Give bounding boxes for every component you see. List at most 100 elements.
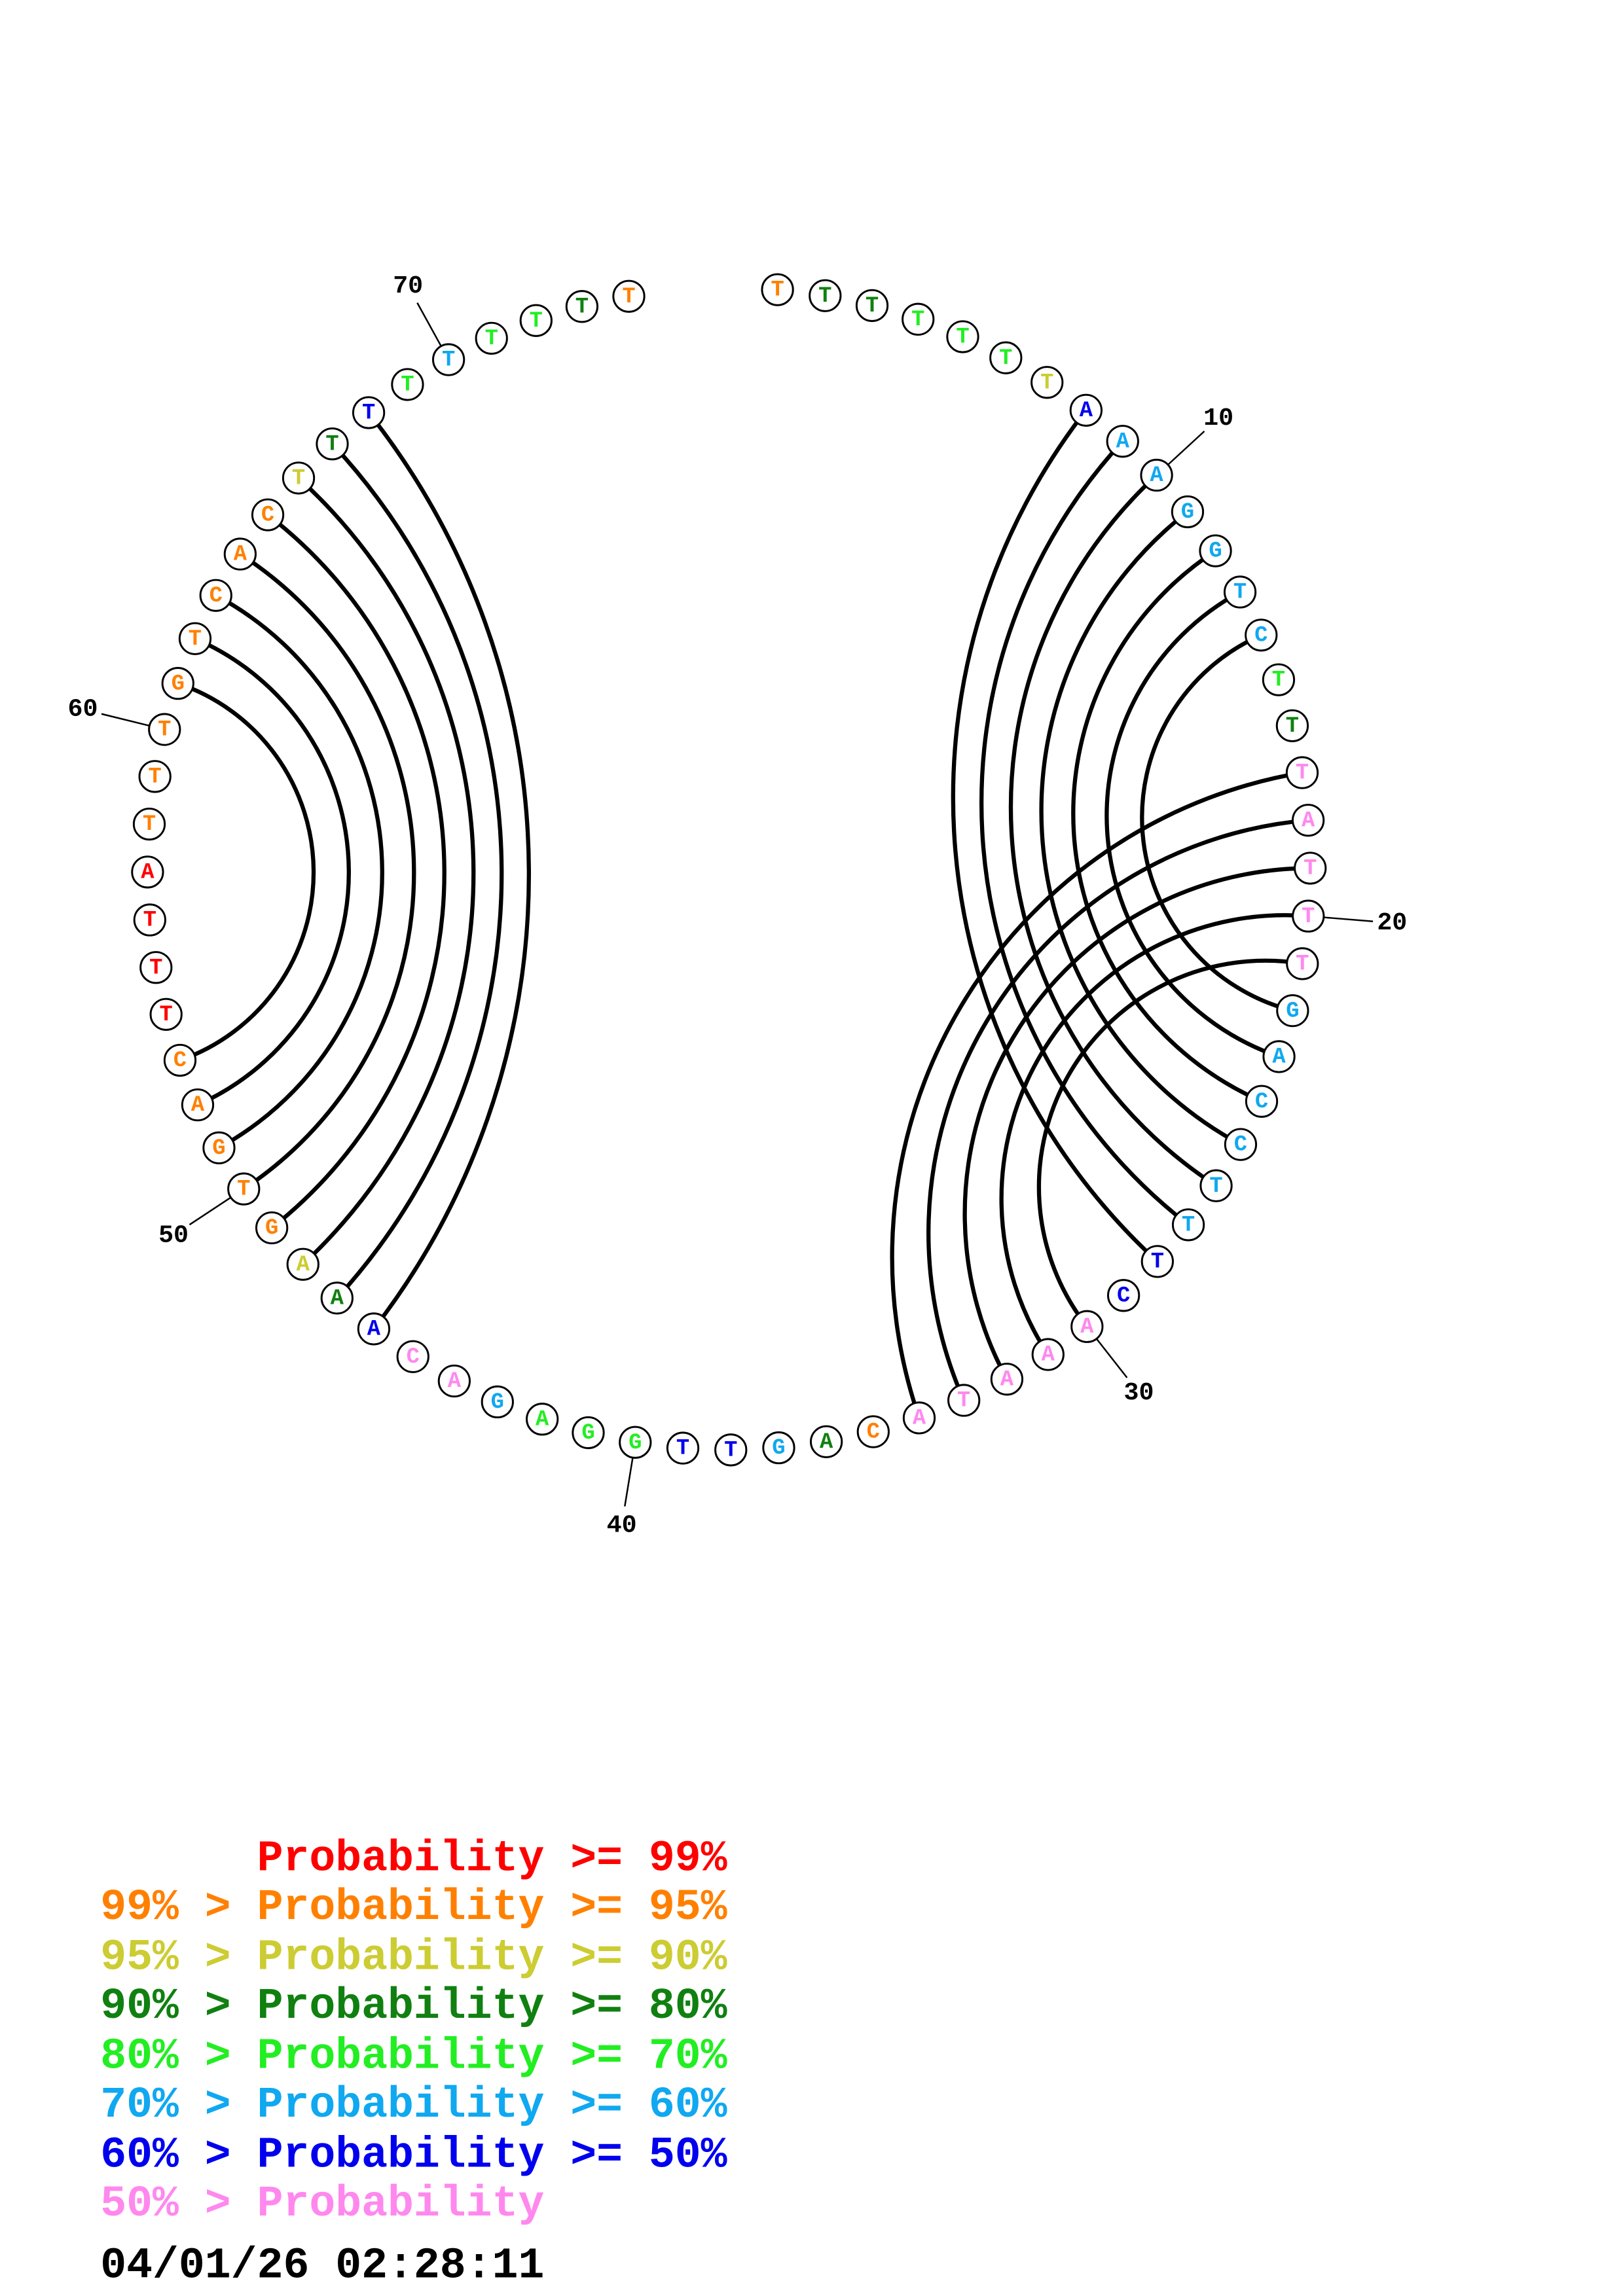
nucleotide-letter: A xyxy=(1116,429,1130,454)
nucleotide-circle xyxy=(1292,899,1325,933)
nucleotide-letter: G xyxy=(172,672,185,696)
tick-line-40 xyxy=(624,1458,634,1507)
nucleotide-55: T xyxy=(139,951,173,984)
nucleotide-letter: G xyxy=(1286,999,1299,1024)
nucleotide-67: T xyxy=(316,427,349,461)
nucleotide-57: A xyxy=(131,855,164,889)
nucleotide-circle xyxy=(1070,1310,1104,1343)
nucleotide-letter: T xyxy=(149,956,162,980)
nucleotide-circle xyxy=(666,1431,700,1465)
nucleotide-46: A xyxy=(357,1312,391,1346)
nucleotide-53: C xyxy=(163,1043,197,1077)
nucleotide-64: A xyxy=(223,537,257,571)
nucleotide-circle xyxy=(357,1312,391,1346)
nucleotide-letter: C xyxy=(407,1345,420,1370)
nucleotide-38: T xyxy=(714,1433,748,1467)
base-pair-arc-10-26 xyxy=(1008,473,1218,1188)
legend-line-p95: 99% > Probability >= 95% xyxy=(100,1883,727,1932)
nucleotide-letter: G xyxy=(581,1421,594,1446)
legend-line-p70: 80% > Probability >= 70% xyxy=(100,2032,727,2081)
base-pair-arc-52-62 xyxy=(194,636,351,1107)
position-label-10: 10 xyxy=(1203,404,1233,433)
nucleotide-letter: A xyxy=(448,1369,462,1394)
nucleotide-letter: A xyxy=(1302,808,1315,833)
nucleotide-letter: C xyxy=(1254,623,1267,648)
nucleotide-63: C xyxy=(199,579,232,612)
nucleotide-42: A xyxy=(526,1403,559,1436)
nucleotide-circle xyxy=(316,427,349,461)
nucleotide-62: T xyxy=(178,622,212,655)
nucleotide-22: G xyxy=(1276,994,1309,1028)
nucleotide-circle xyxy=(856,1415,890,1448)
nucleotide-circle xyxy=(149,997,183,1031)
nucleotide-43: G xyxy=(481,1385,514,1419)
tick-line-10 xyxy=(1167,430,1205,465)
nucleotide-circle xyxy=(1106,425,1139,458)
nucleotide-letter: A xyxy=(1042,1343,1055,1368)
nucleotide-6: T xyxy=(989,341,1023,374)
nucleotide-71: T xyxy=(475,321,508,355)
nucleotide-letter: A xyxy=(367,1318,381,1342)
nucleotide-letter: G xyxy=(1209,539,1222,564)
nucleotide-68: T xyxy=(352,396,386,429)
nucleotide-26: T xyxy=(1199,1169,1233,1202)
nucleotide-letter: C xyxy=(261,503,274,528)
nucleotide-letter: A xyxy=(1272,1045,1286,1070)
nucleotide-letter: A xyxy=(1000,1367,1014,1392)
base-pair-arc-53-61 xyxy=(177,681,316,1062)
nucleotide-letter: G xyxy=(265,1216,278,1241)
nucleotide-69: T xyxy=(391,368,424,401)
nucleotide-41: G xyxy=(572,1416,605,1450)
base-pair-arc-18-33 xyxy=(926,818,1309,1401)
position-label-40: 40 xyxy=(607,1511,637,1540)
nucleotide-73: T xyxy=(565,290,599,323)
nucleotide-14: C xyxy=(1245,619,1278,652)
nucleotide-letter: T xyxy=(1272,668,1285,693)
nucleotide-letter: A xyxy=(331,1286,344,1311)
nucleotide-circle xyxy=(519,304,553,337)
timestamp: 04/01/26 02:28:11 xyxy=(100,2242,544,2291)
nucleotide-circle xyxy=(181,1088,215,1122)
nucleotide-circle xyxy=(138,760,172,793)
nucleotide-52: A xyxy=(181,1088,215,1122)
nucleotide-letter: T xyxy=(1233,581,1247,605)
nucleotide-letter: T xyxy=(442,348,455,373)
nucleotide-circle xyxy=(131,855,164,889)
nucleotide-circle xyxy=(282,461,316,495)
nucleotide-letter: T xyxy=(1182,1213,1195,1238)
legend-line-p60: 70% > Probability >= 60% xyxy=(100,2081,727,2130)
nucleotide-1: T xyxy=(761,273,794,306)
nucleotide-circle xyxy=(1069,393,1103,427)
nucleotide-circle xyxy=(1285,756,1319,789)
nucleotide-letter: T xyxy=(401,373,414,398)
nucleotide-letter: T xyxy=(956,325,969,350)
nucleotide-letter: T xyxy=(622,285,635,310)
nucleotide-circle xyxy=(223,537,257,571)
nucleotide-40: G xyxy=(619,1426,652,1459)
nucleotide-letter: C xyxy=(867,1420,880,1445)
nucleotide-24: C xyxy=(1245,1085,1279,1118)
nucleotide-circle xyxy=(1199,534,1232,567)
nucleotide-letter: A xyxy=(141,860,155,885)
nucleotide-circle xyxy=(202,1131,236,1164)
nucleotide-circle xyxy=(1262,663,1296,696)
nucleotide-8: A xyxy=(1069,393,1103,427)
legend-line-p90: 95% > Probability >= 90% xyxy=(100,1933,727,1982)
nucleotide-circle xyxy=(391,368,424,401)
nucleotide-circle xyxy=(612,279,646,313)
base-pair-arc-20-31 xyxy=(999,913,1309,1356)
nucleotide-50: T xyxy=(227,1172,261,1206)
nucleotide-letter: T xyxy=(771,278,784,303)
nucleotide-circle xyxy=(1140,1245,1174,1278)
nucleotide-2: T xyxy=(809,279,842,312)
nucleotide-circle xyxy=(762,1431,795,1465)
base-pair-arc-46-68 xyxy=(367,411,531,1331)
nucleotide-7: T xyxy=(1030,366,1064,399)
legend-line-p80: 90% > Probability >= 80% xyxy=(100,1982,727,2031)
tick-line-50 xyxy=(189,1197,231,1226)
nucleotide-36: A xyxy=(810,1425,843,1458)
nucleotide-letter: T xyxy=(1209,1174,1222,1199)
nucleotide-circle xyxy=(352,396,386,429)
nucleotide-11: G xyxy=(1171,495,1205,529)
